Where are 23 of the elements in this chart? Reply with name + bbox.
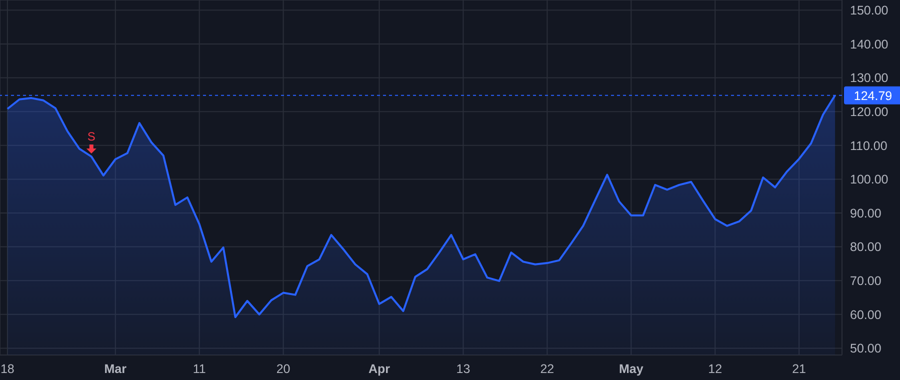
y-tick-label: 90.00 — [850, 206, 882, 220]
y-tick-label: 120.00 — [850, 105, 888, 120]
y-tick-label: 140.00 — [850, 37, 888, 52]
y-tick-label: 150.00 — [850, 4, 888, 18]
x-tick-label: 18 — [0, 362, 14, 376]
y-tick-label: 130.00 — [850, 71, 888, 86]
x-tick-label: 12 — [708, 362, 722, 376]
y-tick-label: 100.00 — [850, 172, 888, 187]
x-tick-label: 22 — [540, 362, 554, 376]
y-tick-label: 70.00 — [850, 274, 882, 288]
y-tick-label: 50.00 — [850, 342, 882, 356]
x-tick-label: 20 — [276, 362, 290, 376]
x-tick-label: 11 — [192, 362, 206, 376]
y-tick-label: 110.00 — [850, 138, 888, 153]
y-tick-label: 60.00 — [850, 308, 882, 322]
y-tick-label: 80.00 — [850, 240, 882, 254]
x-tick-label: 21 — [792, 362, 806, 376]
x-tick-label: May — [618, 362, 644, 376]
ref-line-label: 124.79 — [854, 88, 892, 103]
x-tick-label: Mar — [104, 362, 127, 376]
x-tick-label: Apr — [368, 362, 390, 376]
x-tick-label: 13 — [456, 362, 470, 376]
annotation: S — [87, 130, 96, 144]
